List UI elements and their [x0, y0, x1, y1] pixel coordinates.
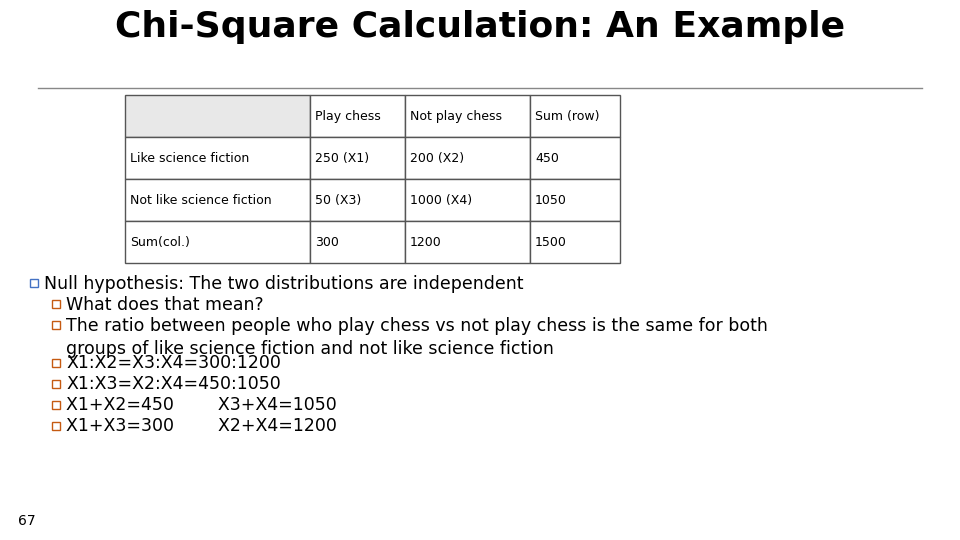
Text: Chi-Square Calculation: An Example: Chi-Square Calculation: An Example [115, 10, 845, 44]
Bar [310, 179, 405, 221]
Bar [52, 422, 60, 429]
Bar [52, 321, 60, 329]
Bar [52, 380, 60, 388]
Text: Sum (row): Sum (row) [535, 110, 599, 123]
Text: 300: 300 [315, 237, 339, 249]
Bar [530, 221, 620, 263]
Bar [310, 221, 405, 263]
Text: X1:X2=X3:X4=300:1200: X1:X2=X3:X4=300:1200 [66, 354, 281, 373]
Bar [125, 179, 310, 221]
Text: 67: 67 [18, 514, 36, 528]
Bar [52, 359, 60, 367]
Bar [30, 279, 38, 287]
Bar [310, 137, 405, 179]
Text: X1+X3=300        X2+X4=1200: X1+X3=300 X2+X4=1200 [66, 417, 337, 435]
Text: Like science fiction: Like science fiction [130, 152, 250, 165]
Text: 1500: 1500 [535, 237, 566, 249]
Bar [405, 179, 530, 221]
Bar [530, 137, 620, 179]
Text: 450: 450 [535, 152, 559, 165]
Text: 200 (X2): 200 (X2) [410, 152, 464, 165]
Bar [310, 95, 405, 137]
Bar [125, 221, 310, 263]
Bar [405, 95, 530, 137]
Bar [530, 179, 620, 221]
Bar [52, 300, 60, 308]
Bar [405, 221, 530, 263]
Bar [405, 137, 530, 179]
Text: Play chess: Play chess [315, 110, 381, 123]
Bar [52, 401, 60, 409]
Text: 50 (X3): 50 (X3) [315, 194, 361, 207]
Text: 1200: 1200 [410, 237, 442, 249]
Text: Not play chess: Not play chess [410, 110, 502, 123]
Text: Sum(col.): Sum(col.) [130, 237, 190, 249]
Text: 1050: 1050 [535, 194, 566, 207]
Text: 250 (X1): 250 (X1) [315, 152, 370, 165]
Text: X1:X3=X2:X4=450:1050: X1:X3=X2:X4=450:1050 [66, 375, 280, 393]
Text: X1+X2=450        X3+X4=1050: X1+X2=450 X3+X4=1050 [66, 396, 337, 414]
Bar [125, 95, 310, 137]
Text: 1000 (X4): 1000 (X4) [410, 194, 472, 207]
Text: Null hypothesis: The two distributions are independent: Null hypothesis: The two distributions a… [44, 275, 523, 293]
Text: Not like science fiction: Not like science fiction [130, 194, 272, 207]
Bar [125, 137, 310, 179]
Text: The ratio between people who play chess vs not play chess is the same for both
g: The ratio between people who play chess … [66, 317, 768, 357]
Text: What does that mean?: What does that mean? [66, 296, 264, 314]
Bar [530, 95, 620, 137]
